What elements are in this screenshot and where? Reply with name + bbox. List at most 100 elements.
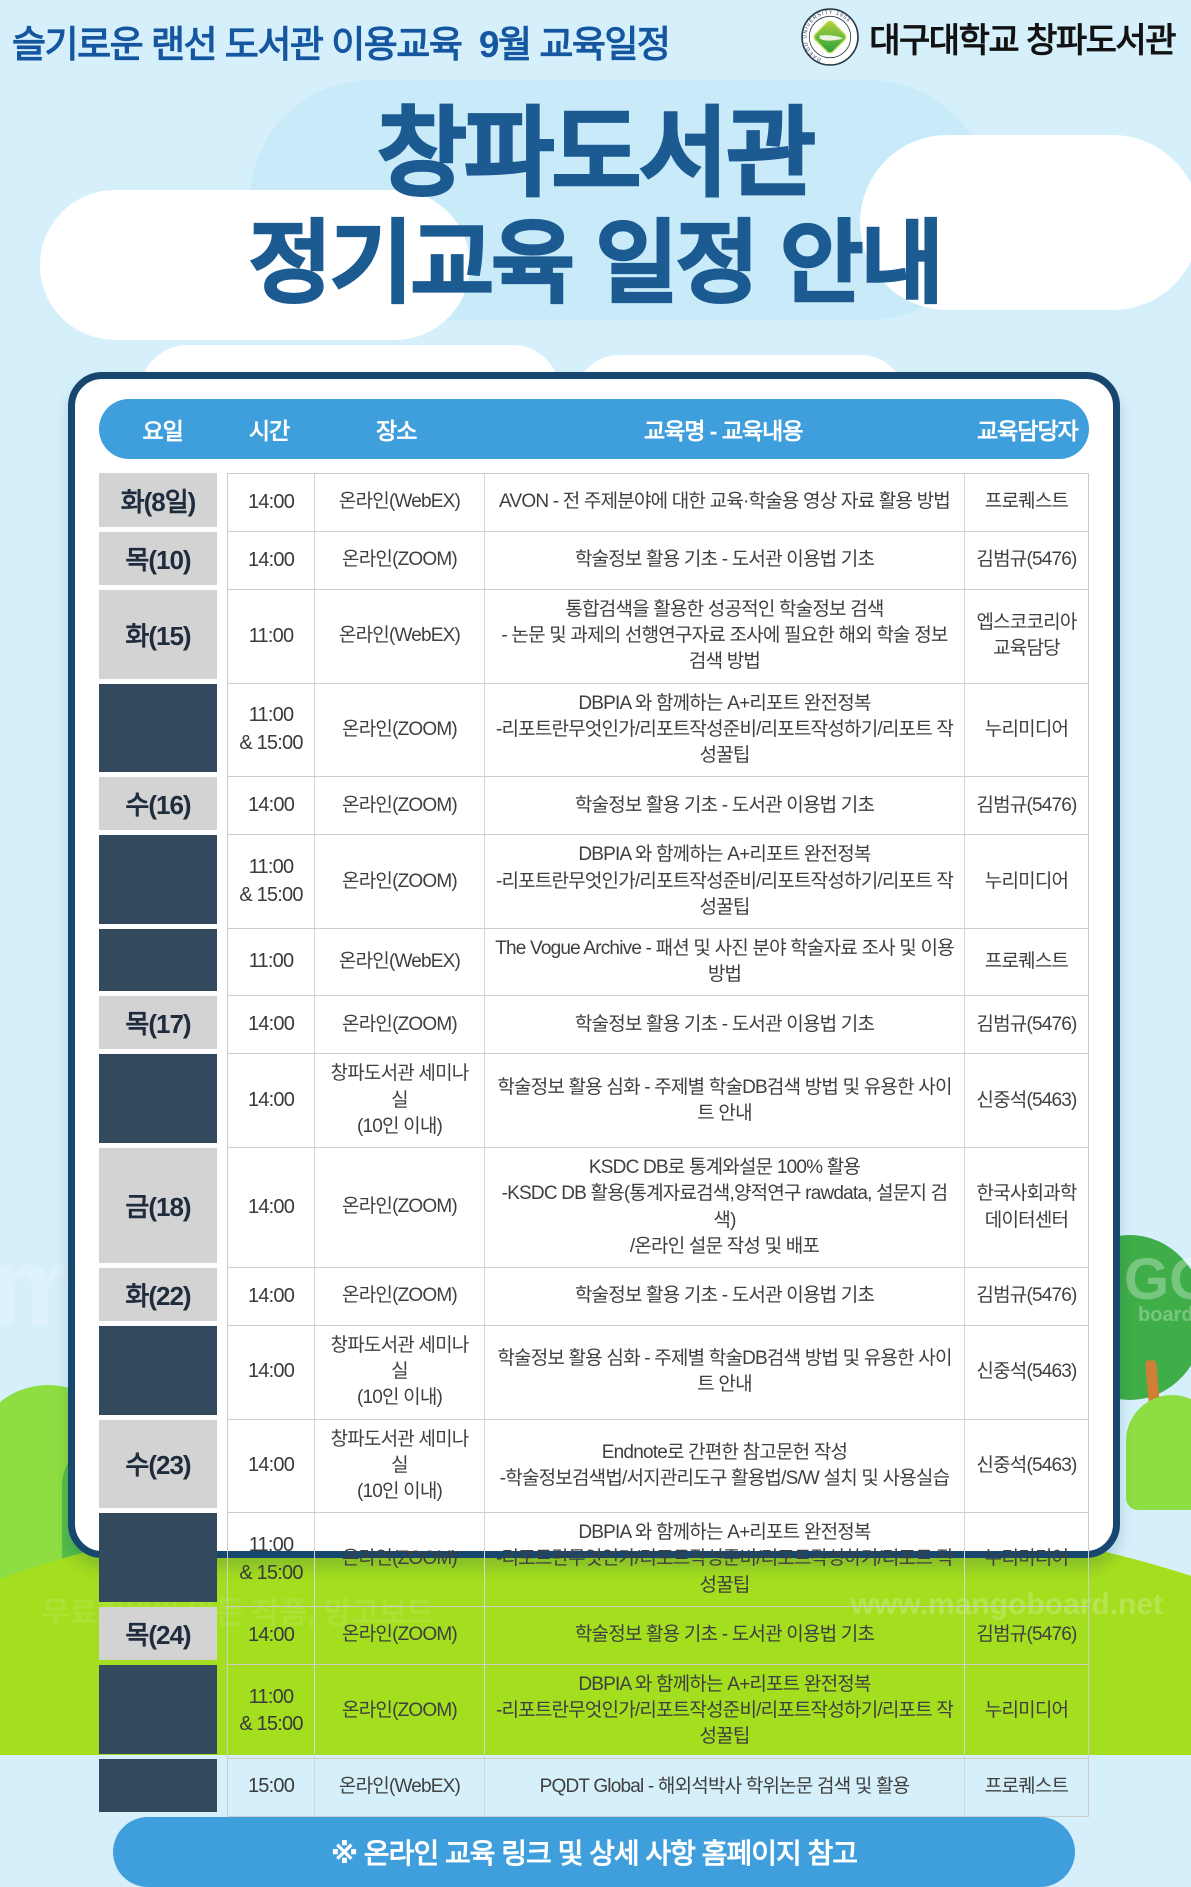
time-cell: 14:00	[228, 996, 314, 1053]
cell-line: 창파도서관 세미나실	[330, 1063, 470, 1111]
day-cell	[99, 1325, 217, 1415]
cell-line: & 15:00	[239, 1561, 303, 1584]
cell-line: 온라인(ZOOM)	[342, 794, 458, 816]
cell-line: 11:00	[248, 624, 294, 647]
brand-text: 대구대학교 창파도서관	[869, 21, 1176, 60]
table-row: 목(17) 14:00 온라인(ZOOM) 학술정보 활용 기초 - 도서관 이…	[99, 996, 1089, 1055]
cell-line: 14:00	[247, 1623, 295, 1646]
day-cell	[99, 1054, 217, 1144]
cell-line: (10인 이내)	[356, 1481, 443, 1503]
row-cells: 14:00 온라인(ZOOM) KSDC DB로 통계와설문 100% 활용 -K…	[227, 1148, 1089, 1268]
manager-cell: 누리미디어	[964, 683, 1088, 777]
content-cell: 학술정보 활용 기초 - 도서관 이용법 기초	[484, 777, 964, 835]
day-cell	[99, 1758, 217, 1812]
cell-line: 11:00	[248, 704, 294, 727]
day-cell: 목(24)	[99, 1606, 217, 1660]
table-row: 화(22) 14:00 온라인(ZOOM) 학술정보 활용 기초 - 도서관 이…	[99, 1267, 1089, 1326]
place-cell: 온라인(ZOOM)	[314, 996, 484, 1054]
table-row: 목(24) 14:00 온라인(ZOOM) 학술정보 활용 기초 - 도서관 이…	[99, 1606, 1089, 1665]
cell-line: 14:00	[247, 1088, 295, 1111]
content-cell: Endnote로 간편한 참고문헌 작성 -학술정보검색법/서지관리도구 활용법/…	[484, 1419, 964, 1513]
place-cell: 온라인(WebEX)	[314, 1758, 484, 1816]
table-row: 11:00 & 15:00 온라인(ZOOM) DBPIA 와 함께하는 A+리포…	[99, 1513, 1089, 1607]
cell-line: 15:00	[247, 1775, 295, 1798]
cell-line: 14:00	[247, 1013, 295, 1036]
place-cell: 온라인(ZOOM)	[314, 1267, 484, 1325]
cell-line: 11:00	[248, 856, 294, 879]
time-cell: 11:00 & 15:00	[228, 835, 314, 928]
page-title-line1: 창파도서관	[376, 98, 817, 209]
manager-cell: 프로퀘스트	[964, 474, 1088, 531]
cell-line: 학술정보 활용 심화 - 주제별 학술DB검색 방법 및 유용한 사이트 안내	[497, 1348, 952, 1396]
day-cell	[99, 835, 217, 924]
content-cell: 학술정보 활용 기초 - 도서관 이용법 기초	[484, 996, 964, 1054]
table-row: 목(10) 14:00 온라인(ZOOM) 학술정보 활용 기초 - 도서관 이…	[99, 532, 1089, 590]
cell-line: 창파도서관 세미나실	[330, 1428, 470, 1476]
row-cells: 11:00 온라인(WebEX) 통합검색을 활용한 성공적인 학술정보 검색 -…	[227, 590, 1089, 684]
time-cell: 11:00	[228, 929, 314, 995]
manager-cell: 김범규(5476)	[964, 1606, 1088, 1664]
row-cells: 11:00 & 15:00 온라인(ZOOM) DBPIA 와 함께하는 A+리포…	[227, 835, 1089, 929]
table-row: 화(8일) 14:00 온라인(WebEX) AVON - 전 주제분야에 대한…	[99, 473, 1089, 532]
row-cells: 11:00 & 15:00 온라인(ZOOM) DBPIA 와 함께하는 A+리포…	[227, 683, 1089, 778]
place-cell: 온라인(ZOOM)	[314, 777, 484, 835]
place-cell: 온라인(ZOOM)	[314, 835, 484, 928]
table-header-row: 요일 시간 장소 교육명 - 교육내용 교육담당자	[99, 399, 1089, 459]
content-cell: 학술정보 활용 기초 - 도서관 이용법 기초	[484, 532, 964, 589]
cell-line: 14:00	[247, 1454, 295, 1477]
content-cell: PQDT Global - 해외석박사 학위논문 검색 및 활용	[484, 1758, 964, 1816]
cell-line: /온라인 설문 작성 및 배포	[629, 1235, 820, 1257]
manager-cell: 김범규(5476)	[964, 996, 1088, 1054]
place-cell: 온라인(ZOOM)	[314, 1148, 484, 1267]
manager-cell: 누리미디어	[964, 1513, 1088, 1606]
day-cell: 목(10)	[99, 532, 217, 585]
cloud-shape	[860, 135, 1191, 310]
cell-line: 창파도서관 세미나실	[330, 1334, 470, 1383]
manager-cell: 엡스코코리아 교육담당	[964, 590, 1088, 683]
cell-line: -KSDC DB 활용(통계자료검색,양적연구 rawdata, 설문지 검색)	[501, 1183, 948, 1231]
time-cell: 14:00	[228, 1268, 314, 1325]
place-cell: 온라인(ZOOM)	[314, 1606, 484, 1664]
cell-line: 온라인(WebEX)	[338, 951, 461, 973]
row-cells: 14:00 온라인(WebEX) AVON - 전 주제분야에 대한 교육·학술…	[227, 473, 1089, 532]
cell-line: & 15:00	[239, 1713, 303, 1736]
day-cell: 수(16)	[99, 777, 217, 831]
manager-cell: 김범규(5476)	[964, 532, 1088, 589]
manager-cell: 프로퀘스트	[964, 928, 1088, 996]
cloud-shape	[40, 190, 470, 340]
cell-line: 학술정보 활용 기초 - 도서관 이용법 기초	[574, 1285, 875, 1307]
content-cell: 통합검색을 활용한 성공적인 학술정보 검색 - 논문 및 과제의 선행연구자료 …	[484, 590, 964, 683]
cell-line: 온라인(ZOOM)	[342, 1285, 458, 1307]
cell-line: 온라인(WebEX)	[338, 1775, 461, 1797]
cell-line: AVON - 전 주제분야에 대한 교육·학술용 영상 자료 활용 방법	[499, 491, 951, 513]
manager-cell: 신중석(5463)	[964, 1419, 1088, 1513]
day-cell	[99, 1664, 217, 1754]
cell-line: & 15:00	[239, 731, 303, 754]
cell-line: 온라인(ZOOM)	[342, 1624, 458, 1646]
cell-line: -학술정보검색법/서지관리도구 활용법/S/W 설치 및 사용실습	[499, 1467, 950, 1489]
time-cell: 14:00	[228, 474, 314, 531]
notice-banner: ※ 온라인 교육 링크 및 상세 사항 홈페이지 참고	[113, 1816, 1075, 1887]
cell-line: (10인 이내)	[356, 1387, 443, 1409]
row-cells: 14:00 온라인(ZOOM) 학술정보 활용 기초 - 도서관 이용법 기초 …	[227, 1267, 1089, 1326]
row-cells: 14:00 창파도서관 세미나실 (10인 이내) 학술정보 활용 심화 - 주제…	[227, 1054, 1089, 1149]
table-row: 수(16) 14:00 온라인(ZOOM) 학술정보 활용 기초 - 도서관 이…	[99, 777, 1089, 836]
page-title-line2: 정기교육 일정 안내	[248, 212, 945, 315]
cell-line: 온라인(ZOOM)	[342, 1548, 458, 1570]
cell-line: 온라인(ZOOM)	[342, 1196, 458, 1218]
cell-line: 11:00	[248, 1533, 294, 1556]
place-cell: 온라인(WebEX)	[314, 590, 484, 683]
place-cell: 온라인(ZOOM)	[314, 1513, 484, 1606]
content-cell: The Vogue Archive - 패션 및 사진 분야 학술자료 조사 및…	[484, 928, 964, 996]
content-cell: 학술정보 활용 심화 - 주제별 학술DB검색 방법 및 유용한 사이트 안내	[484, 1325, 964, 1419]
cell-line: 14:00	[247, 548, 295, 571]
day-cell	[99, 1513, 217, 1602]
cell-line: PQDT Global - 해외석박사 학위논문 검색 및 활용	[539, 1775, 911, 1797]
time-cell: 14:00	[228, 777, 314, 834]
cell-line: -리포트란무엇인가/리포트작성준비/리포트작성하기/리포트 작성꿀팁	[495, 1548, 954, 1596]
table-row: 15:00 온라인(WebEX) PQDT Global - 해외석박사 학위논…	[99, 1758, 1089, 1817]
place-cell: 창파도서관 세미나실 (10인 이내)	[314, 1054, 484, 1148]
place-cell: 온라인(ZOOM)	[314, 1664, 484, 1758]
content-cell: DBPIA 와 함께하는 A+리포트 완전정복 -리포트란무엇인가/리포트작성준비…	[484, 835, 964, 928]
manager-cell: 신중석(5463)	[964, 1325, 1088, 1419]
